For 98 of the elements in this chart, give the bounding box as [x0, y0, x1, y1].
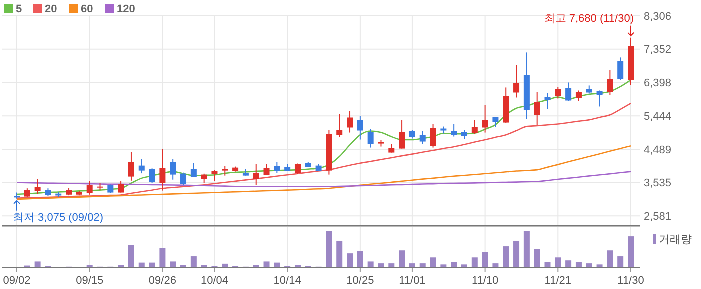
bar: [378, 264, 384, 268]
candlestick: [253, 164, 260, 186]
x-tick-label: 10/25: [346, 275, 374, 287]
bar: [160, 248, 166, 268]
candlestick: [138, 158, 145, 174]
candlestick: [566, 82, 572, 102]
candlestick: [118, 180, 124, 194]
candlestick: [190, 162, 197, 178]
candlestick: [128, 152, 134, 182]
candlestick: [607, 70, 614, 96]
candlestick: [347, 110, 354, 134]
bar: [388, 264, 395, 268]
candlestick: [451, 124, 458, 138]
bar: [128, 245, 134, 268]
bar: [618, 256, 624, 268]
y-tick-label: 7,352: [644, 44, 672, 56]
bar: [576, 262, 582, 268]
bar: [628, 236, 634, 268]
candlestick: [274, 162, 280, 174]
legend-label: 20: [45, 4, 58, 16]
annotation: 최저 3,075 (09/02): [13, 212, 104, 224]
legend-label: 60: [81, 4, 94, 16]
candlestick: [576, 90, 582, 102]
bar: [190, 256, 197, 268]
bar: [420, 264, 426, 268]
y-tick-label: 2,581: [644, 211, 672, 224]
bar: [326, 231, 332, 268]
candlestick: [482, 104, 488, 134]
candlestick: [534, 92, 540, 126]
candlestick: [336, 114, 343, 138]
candlestick: [34, 178, 41, 195]
candlestick: [170, 158, 176, 180]
bar: [482, 252, 488, 268]
candlestick: [222, 166, 228, 176]
x-tick-label: 11/10: [472, 275, 499, 287]
candlestick: [555, 86, 562, 100]
bar: [440, 264, 447, 268]
bar: [566, 260, 572, 268]
legend-label: 5: [16, 4, 22, 16]
bar: [461, 264, 468, 268]
candlestick: [461, 130, 468, 140]
bar: [347, 254, 354, 268]
x-tick-label: 11/30: [618, 275, 644, 287]
candlestick: [180, 172, 187, 186]
bar: [596, 264, 603, 268]
bar: [170, 262, 176, 268]
bar: [357, 251, 364, 268]
candlestick: [544, 92, 551, 110]
bar: [607, 250, 614, 268]
line-series: [16, 145, 632, 200]
bar: [555, 258, 562, 268]
y-tick-label: 6,398: [644, 78, 672, 90]
bar: [34, 262, 41, 268]
legend-label: 거래량: [659, 234, 692, 246]
candlestick: [618, 57, 624, 81]
bar: [534, 250, 540, 268]
candlestick: [368, 128, 374, 148]
bar: [503, 246, 510, 268]
y-tick-label: 4,489: [644, 144, 672, 156]
candlestick: [514, 64, 520, 98]
bar: [264, 262, 270, 268]
legend-label: 120: [117, 4, 136, 16]
candlestick: [357, 116, 364, 140]
x-tick-label: 09/02: [3, 275, 31, 287]
bar: [586, 264, 592, 268]
candlestick: [212, 170, 218, 182]
x-tick-label: 11/21: [544, 275, 572, 287]
bar: [514, 240, 520, 268]
x-tick-label: 09/15: [76, 275, 104, 287]
bar: [368, 262, 374, 268]
x-tick-label: 11/01: [399, 275, 426, 287]
x-tick-label: 09/26: [148, 275, 176, 287]
annotation: 최고 7,680 (11/30): [544, 12, 634, 25]
bar: [472, 258, 478, 268]
bar: [336, 240, 343, 268]
candlestick: [149, 168, 156, 184]
bar: [430, 258, 436, 268]
bar: [399, 250, 406, 268]
x-tick-label: 10/04: [200, 275, 228, 287]
candlestick: [492, 116, 499, 128]
candlestick: [420, 130, 426, 145]
x-tick-label: 10/14: [274, 275, 302, 287]
bar: [492, 264, 499, 268]
candlestick: [596, 90, 603, 108]
bar: [451, 262, 458, 268]
bar: [409, 264, 416, 268]
bar: [524, 231, 530, 268]
candlestick: [399, 120, 406, 150]
candlestick: [97, 182, 104, 192]
candlestick: [86, 180, 93, 196]
candlestick: [430, 124, 436, 148]
y-tick-label: 5,444: [644, 110, 672, 123]
candlestick: [201, 173, 208, 184]
y-tick-label: 3,535: [644, 178, 672, 190]
candlestick: [472, 120, 478, 135]
bar: [544, 262, 551, 268]
y-tick-label: 8,306: [644, 10, 672, 23]
candlestick: [160, 148, 166, 192]
